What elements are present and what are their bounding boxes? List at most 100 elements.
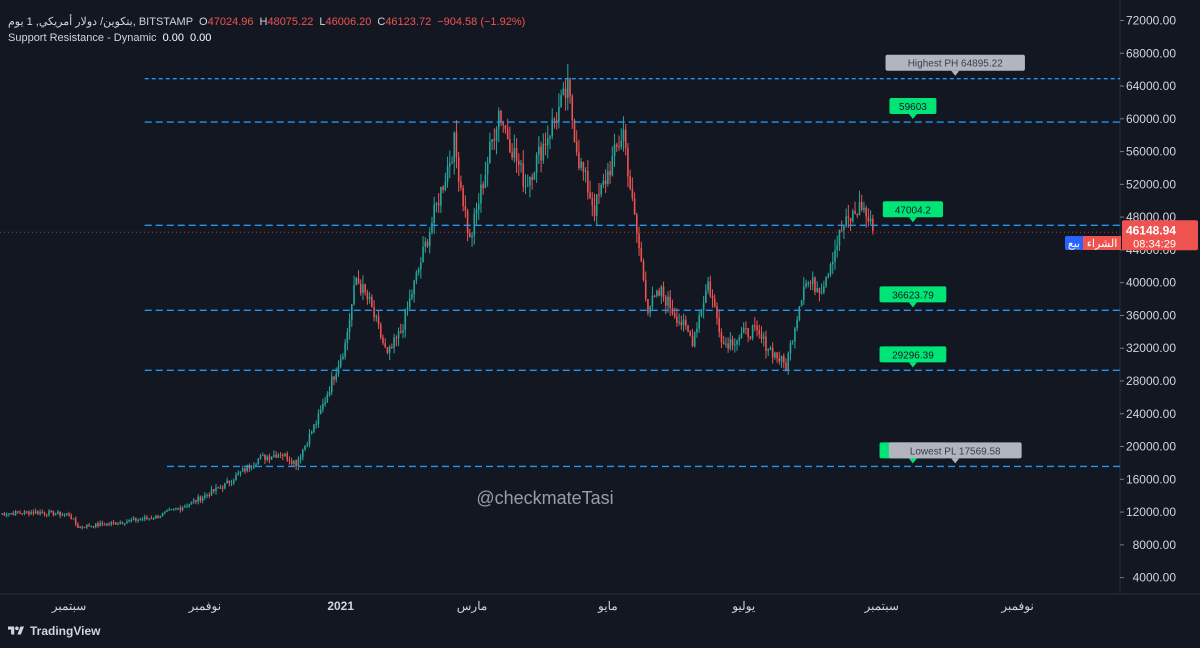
candle-body — [208, 494, 211, 496]
candle-body — [497, 110, 500, 129]
candle-body — [515, 148, 518, 161]
candle-body — [653, 295, 656, 297]
candle-body — [709, 281, 712, 296]
candle-body — [549, 136, 551, 139]
tradingview-brand[interactable]: TradingView — [8, 624, 100, 638]
candle-body — [580, 161, 582, 169]
candle-body — [279, 454, 282, 456]
candle-body — [607, 171, 609, 184]
candle-body — [319, 409, 322, 414]
candle-body — [867, 216, 870, 222]
candle-body — [725, 343, 727, 345]
candle-body — [250, 467, 253, 469]
candle-body — [500, 110, 502, 123]
extreme-label-box — [888, 442, 1022, 459]
candle-body — [99, 522, 101, 526]
candle-body — [126, 521, 128, 524]
candle-body — [219, 487, 222, 489]
candle-body — [284, 453, 286, 457]
candle-body — [448, 163, 451, 167]
level-label-text: 47004.2 — [895, 205, 932, 216]
candle-body — [644, 279, 647, 300]
indicator-row[interactable]: Support Resistance - Dynamic 0.00 0.00 — [8, 30, 525, 46]
candle-body — [827, 274, 830, 277]
x-tick-label: يوليو — [731, 599, 755, 613]
candle-body — [293, 460, 295, 464]
candle-body — [286, 453, 289, 461]
candle-body — [88, 524, 90, 527]
candle-body — [317, 413, 320, 424]
candle-body — [344, 342, 346, 357]
candle-body — [845, 216, 847, 227]
candle-body — [513, 148, 516, 158]
candle-body — [5, 514, 8, 516]
candle-body — [19, 512, 21, 514]
candle-body — [74, 518, 77, 524]
candle-body — [484, 174, 487, 189]
candle-body — [638, 233, 640, 249]
candle-body — [589, 192, 591, 198]
candle-body — [756, 325, 758, 331]
candle-body — [25, 511, 28, 513]
candle-body — [299, 456, 302, 460]
candle-body — [244, 468, 246, 472]
candle-body — [288, 460, 291, 462]
close-value: 46123.72 — [385, 16, 432, 28]
candle-body — [595, 194, 598, 216]
candle-body — [257, 458, 260, 465]
candle-body — [10, 513, 12, 515]
candle-body — [573, 120, 576, 142]
candle-body — [707, 281, 709, 291]
candle-body — [112, 522, 115, 524]
candle-body — [858, 201, 861, 216]
candle-body — [330, 376, 333, 392]
candle-body — [598, 194, 600, 196]
candle-body — [277, 454, 280, 458]
candle-body — [232, 480, 235, 483]
y-tick-label: 20000.00 — [1126, 440, 1176, 454]
candle-body — [137, 519, 139, 521]
candle-body — [90, 526, 93, 528]
candle-body — [593, 205, 596, 216]
x-tick-label: نوفمبر — [188, 599, 221, 613]
watermark: @checkmateTasi — [476, 488, 613, 508]
candle-body — [119, 522, 122, 524]
candle-body — [620, 140, 623, 147]
candle-body — [803, 286, 805, 301]
candle-body — [139, 519, 142, 521]
candle-body — [399, 331, 402, 333]
candle-body — [602, 180, 605, 185]
candle-body — [649, 306, 651, 313]
buy-button[interactable]: بيع — [1065, 236, 1083, 250]
y-tick-label: 52000.00 — [1126, 177, 1176, 191]
label-pointer — [908, 302, 917, 308]
candle-body — [408, 298, 411, 308]
candle-body — [237, 473, 240, 475]
candle-body — [553, 119, 556, 121]
brand-label: TradingView — [30, 624, 101, 638]
candle-body — [388, 346, 391, 353]
candle-body — [640, 248, 643, 262]
label-pointer — [908, 217, 917, 223]
candle-body — [41, 512, 44, 514]
candle-body — [800, 300, 803, 307]
indicator-name[interactable]: Support Resistance - Dynamic — [8, 32, 157, 44]
y-tick-label: 28000.00 — [1126, 374, 1176, 388]
level-label-box — [879, 346, 947, 363]
indicator-value-2: 0.00 — [189, 32, 212, 44]
y-tick-label: 32000.00 — [1126, 341, 1176, 355]
candle-body — [141, 519, 144, 521]
candle-body — [297, 459, 300, 466]
x-tick-label: مارس — [457, 599, 488, 613]
sell-button[interactable]: الشراء — [1083, 236, 1121, 250]
candle-body — [843, 226, 845, 231]
candle-body — [718, 317, 721, 333]
candle-body — [473, 213, 476, 236]
candle-body — [79, 526, 81, 528]
candle-body — [373, 307, 375, 318]
label-pointer — [908, 114, 917, 120]
candle-body — [705, 290, 707, 304]
candle-body — [413, 280, 415, 295]
